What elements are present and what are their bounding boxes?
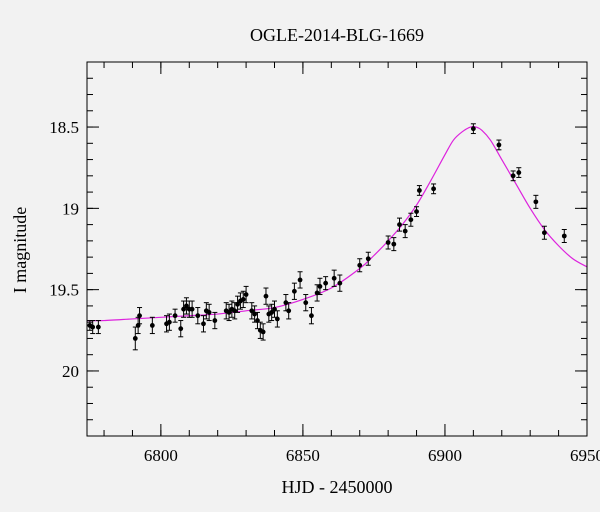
x-tick-label: 6900 (428, 446, 462, 465)
data-point (249, 308, 255, 314)
data-point (516, 170, 522, 175)
data-point (137, 313, 142, 319)
data-point (286, 308, 292, 314)
data-point (184, 303, 189, 309)
data-point (240, 297, 246, 302)
data-point (309, 313, 314, 319)
data-point (416, 188, 422, 193)
y-tick-label: 19 (62, 199, 79, 218)
data-point (561, 233, 567, 239)
data-point (533, 199, 539, 205)
data-point (541, 230, 547, 236)
data-point (90, 324, 96, 330)
data-point (260, 329, 266, 335)
data-point (408, 217, 414, 223)
chart-title: OGLE-2014-BLG-1669 (250, 25, 424, 45)
data-point (201, 321, 206, 327)
y-tick-label: 18.5 (49, 118, 79, 137)
data-point (414, 209, 419, 215)
data-point (470, 126, 476, 132)
data-point (132, 336, 138, 341)
data-point (397, 222, 402, 228)
data-point (357, 262, 363, 268)
data-point (166, 319, 172, 325)
x-tick-label: 6800 (144, 446, 178, 465)
data-point (269, 310, 275, 315)
data-point (331, 275, 337, 281)
data-point (189, 306, 195, 312)
data-point (263, 293, 269, 299)
data-point (297, 277, 303, 283)
data-point (178, 326, 184, 332)
data-point (243, 292, 249, 297)
data-point (510, 173, 516, 179)
data-point (149, 323, 155, 328)
data-point (391, 241, 397, 247)
x-tick-label: 6850 (286, 446, 320, 465)
data-point (337, 280, 343, 286)
data-point (206, 310, 212, 315)
data-point (317, 284, 323, 289)
data-point (496, 142, 502, 148)
y-tick-label: 20 (62, 362, 79, 381)
x-axis-label: HJD - 2450000 (282, 477, 393, 497)
data-points-layer (87, 123, 567, 351)
data-point (235, 301, 240, 307)
x-tick-label: 6950 (570, 446, 600, 465)
y-tick-label: 19.5 (49, 281, 79, 300)
data-point (195, 313, 201, 319)
data-point (181, 306, 186, 312)
data-point (402, 228, 408, 234)
data-point (212, 318, 218, 323)
y-axis-label: I magnitude (10, 207, 30, 293)
data-point (365, 256, 371, 262)
data-point (323, 280, 329, 286)
data-point (274, 316, 280, 322)
axes: 6800 6850 6900 6950 18.5 19 19.5 20 (49, 62, 600, 465)
data-point (95, 324, 101, 330)
data-point (172, 313, 178, 319)
plot-frame (86, 61, 588, 437)
data-point (385, 240, 391, 245)
data-point (303, 300, 309, 306)
data-point (283, 300, 289, 306)
data-point (291, 288, 297, 294)
data-point (431, 186, 436, 192)
data-point (226, 310, 232, 315)
